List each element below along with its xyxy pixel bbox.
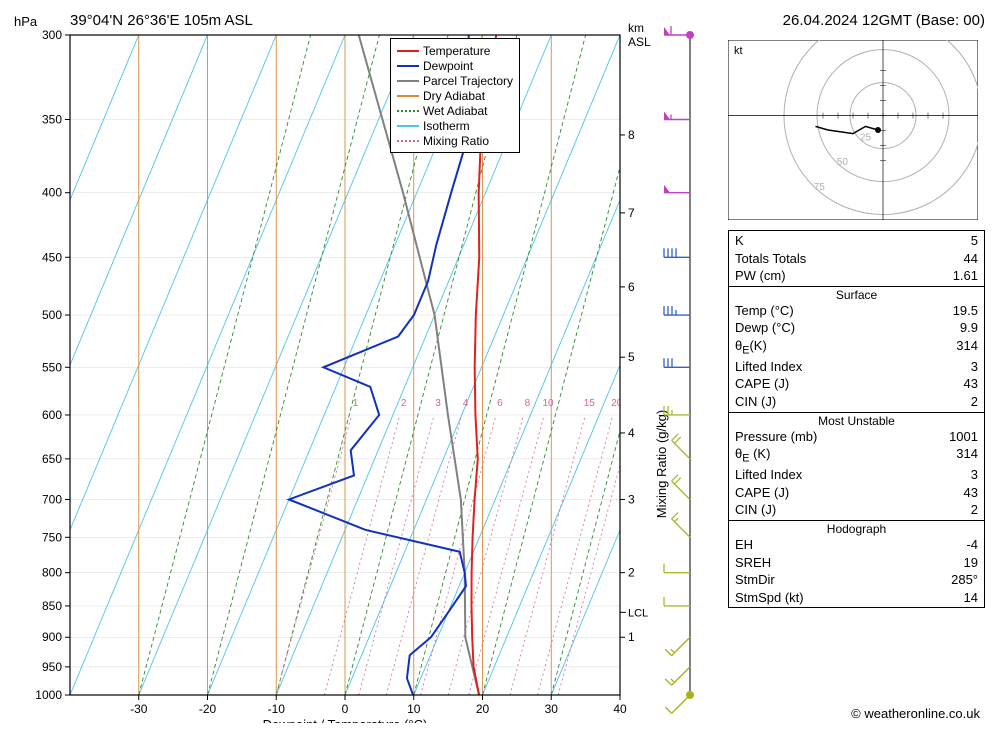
table-section: SurfaceTemp (°C)19.5Dewp (°C)9.9θE(K)314…: [729, 287, 984, 413]
table-row: PW (cm)1.61: [733, 267, 980, 285]
svg-text:50: 50: [837, 157, 849, 168]
svg-text:2: 2: [628, 566, 635, 580]
svg-text:LCL: LCL: [628, 607, 648, 619]
svg-text:500: 500: [42, 308, 62, 322]
svg-text:10: 10: [542, 398, 554, 409]
svg-text:8: 8: [525, 398, 531, 409]
legend: TemperatureDewpointParcel TrajectoryDry …: [390, 38, 520, 153]
svg-text:Dewpoint / Temperature (°C): Dewpoint / Temperature (°C): [263, 717, 428, 723]
svg-text:1: 1: [628, 630, 635, 644]
table-section: HodographEH-4SREH19StmDir285°StmSpd (kt)…: [729, 521, 984, 607]
svg-text:20: 20: [476, 702, 490, 716]
svg-text:6: 6: [497, 398, 503, 409]
legend-row: Wet Adiabat: [397, 103, 513, 118]
svg-text:900: 900: [42, 630, 62, 644]
svg-text:700: 700: [42, 492, 62, 506]
legend-row: Isotherm: [397, 118, 513, 133]
hodograph: 25 50 75 kt: [728, 40, 978, 220]
table-row: StmDir285°: [733, 571, 980, 589]
svg-text:3: 3: [435, 398, 441, 409]
table-row: EH-4: [733, 536, 980, 554]
svg-text:-20: -20: [199, 702, 217, 716]
table-row: K5: [733, 232, 980, 250]
svg-text:5: 5: [628, 350, 635, 364]
svg-text:0: 0: [342, 702, 349, 716]
svg-text:ASL: ASL: [628, 35, 651, 49]
svg-text:25: 25: [860, 132, 872, 143]
svg-text:800: 800: [42, 566, 62, 580]
table-row: SREH19: [733, 554, 980, 572]
table-row: CIN (J)2: [733, 393, 980, 411]
legend-row: Dewpoint: [397, 58, 513, 73]
svg-text:-30: -30: [130, 702, 148, 716]
skewt-container: 39°04'N 26°36'E 105m ASL 26.04.2024 12GM…: [10, 10, 990, 723]
table-row: CIN (J)2: [733, 501, 980, 519]
svg-text:400: 400: [42, 186, 62, 200]
legend-row: Dry Adiabat: [397, 88, 513, 103]
table-section: K5Totals Totals44PW (cm)1.61: [729, 231, 984, 287]
svg-text:kt: kt: [734, 45, 743, 57]
svg-text:550: 550: [42, 360, 62, 374]
svg-text:20: 20: [611, 398, 623, 409]
table-row: Temp (°C)19.5: [733, 302, 980, 320]
svg-text:450: 450: [42, 250, 62, 264]
section-title: Hodograph: [733, 522, 980, 536]
svg-text:25: 25: [632, 398, 644, 409]
section-title: Surface: [733, 288, 980, 302]
svg-text:10: 10: [407, 702, 421, 716]
table-row: Dewp (°C)9.9: [733, 319, 980, 337]
table-row: StmSpd (kt)14: [733, 589, 980, 607]
svg-text:Mixing Ratio (g/kg): Mixing Ratio (g/kg): [654, 410, 669, 518]
svg-text:4: 4: [628, 426, 635, 440]
svg-text:1: 1: [353, 398, 359, 409]
svg-text:30: 30: [545, 702, 559, 716]
svg-text:40: 40: [613, 702, 627, 716]
svg-text:4: 4: [463, 398, 469, 409]
legend-row: Temperature: [397, 43, 513, 58]
table-row: θE (K)314: [733, 445, 980, 466]
legend-row: Mixing Ratio: [397, 133, 513, 148]
legend-row: Parcel Trajectory: [397, 73, 513, 88]
copyright: © weatheronline.co.uk: [851, 706, 980, 721]
table-row: Lifted Index3: [733, 358, 980, 376]
svg-text:75: 75: [814, 182, 826, 193]
table-row: CAPE (J)43: [733, 375, 980, 393]
svg-text:15: 15: [584, 398, 596, 409]
section-title: Most Unstable: [733, 414, 980, 428]
svg-text:3: 3: [628, 492, 635, 506]
table-row: θE(K)314: [733, 337, 980, 358]
svg-text:950: 950: [42, 660, 62, 674]
svg-text:300: 300: [42, 28, 62, 42]
svg-text:350: 350: [42, 113, 62, 127]
svg-text:7: 7: [628, 206, 635, 220]
table-row: Totals Totals44: [733, 250, 980, 268]
table-row: CAPE (J)43: [733, 484, 980, 502]
table-section: Most UnstablePressure (mb)1001θE (K)314L…: [729, 413, 984, 521]
svg-text:1000: 1000: [35, 688, 62, 702]
svg-text:650: 650: [42, 452, 62, 466]
svg-text:km: km: [628, 21, 644, 35]
svg-text:850: 850: [42, 599, 62, 613]
table-row: Pressure (mb)1001: [733, 428, 980, 446]
svg-text:750: 750: [42, 530, 62, 544]
svg-text:600: 600: [42, 408, 62, 422]
svg-text:6: 6: [628, 280, 635, 294]
svg-text:-10: -10: [268, 702, 286, 716]
data-table: K5Totals Totals44PW (cm)1.61SurfaceTemp …: [728, 230, 985, 608]
table-row: Lifted Index3: [733, 466, 980, 484]
svg-text:8: 8: [628, 128, 635, 142]
svg-text:2: 2: [401, 398, 407, 409]
